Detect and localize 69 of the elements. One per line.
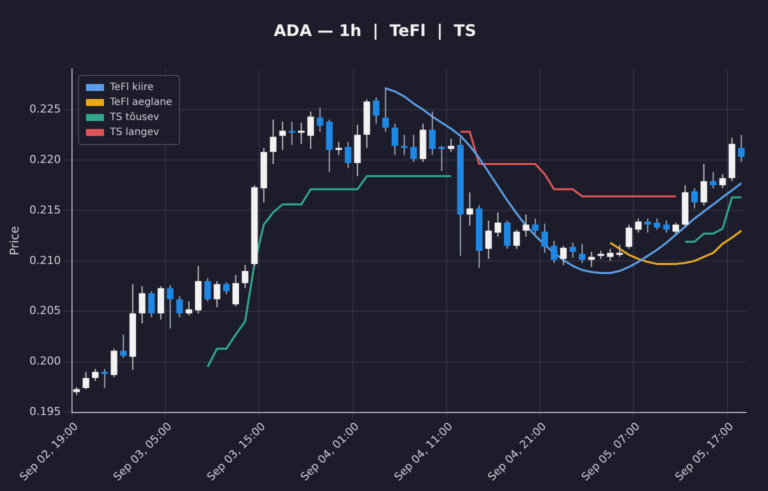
candlestick	[92, 368, 99, 382]
candlestick	[466, 192, 474, 226]
candlestick	[738, 134, 745, 163]
legend-label: TS tõusev	[110, 111, 160, 126]
candlestick	[570, 242, 576, 258]
y-tick-label: 0.210	[29, 254, 61, 267]
candlestick	[101, 368, 108, 389]
y-tick-label: 0.215	[29, 203, 61, 216]
candlestick	[513, 229, 520, 250]
candlestick	[307, 110, 314, 150]
candlestick	[438, 145, 445, 172]
candlestick	[550, 240, 558, 264]
y-tick-label: 0.225	[29, 102, 61, 116]
legend-label: TS langev	[110, 126, 160, 140]
candlestick	[710, 172, 717, 189]
candlestick	[672, 222, 680, 234]
candlestick	[223, 282, 230, 295]
candlestick	[335, 141, 342, 156]
candlestick	[541, 222, 548, 254]
candlestick	[626, 224, 632, 250]
candlestick	[654, 218, 660, 230]
chart-title: ADA — 1h | TeFl | TS	[274, 20, 476, 40]
candlestick	[719, 174, 726, 189]
candlestick	[606, 248, 614, 262]
candlestick	[504, 220, 511, 250]
candlestick	[186, 300, 192, 316]
candlestick	[138, 286, 146, 324]
candlestick	[270, 119, 276, 165]
candlestick	[578, 243, 586, 264]
candlestick	[429, 110, 436, 156]
candlestick	[522, 214, 530, 238]
candlestick	[148, 290, 155, 318]
candlestick	[298, 122, 305, 144]
candlestick	[120, 334, 127, 358]
candlestick	[532, 218, 539, 234]
candlestick	[279, 121, 286, 151]
candlestick	[700, 163, 708, 206]
y-tick-label: 0.200	[29, 354, 61, 368]
candlestick	[635, 218, 642, 234]
candlestick	[644, 218, 651, 234]
candlestick	[616, 244, 623, 258]
candlestick	[410, 134, 417, 163]
candlestick	[382, 86, 389, 132]
legend-label: TeFl aeglane	[110, 96, 172, 110]
y-tick-label: 0.220	[29, 152, 61, 166]
candlestick	[392, 123, 398, 156]
candlestick	[176, 296, 183, 318]
candlestick	[400, 134, 408, 156]
legend-label: TeFl kiire	[110, 81, 154, 96]
candlestick	[494, 212, 502, 238]
candlestick	[448, 138, 454, 153]
candlestick	[166, 284, 174, 330]
candlestick	[204, 277, 211, 302]
candlestick	[288, 121, 296, 146]
candlestick	[232, 274, 240, 307]
candlestick	[316, 106, 324, 132]
candlestick	[372, 96, 380, 124]
candlestick	[214, 280, 220, 308]
candlestick	[691, 188, 698, 210]
candlestick	[344, 141, 352, 169]
candlestick	[588, 251, 595, 268]
candlestick	[82, 371, 90, 390]
candlestick	[485, 220, 492, 260]
y-axis-title: Price	[7, 226, 22, 256]
candlestick	[242, 264, 248, 289]
candlestick	[560, 245, 567, 266]
candlestick	[663, 220, 670, 234]
y-tick-label: 0.205	[29, 304, 61, 318]
y-tick-label: 0.195	[29, 405, 61, 418]
